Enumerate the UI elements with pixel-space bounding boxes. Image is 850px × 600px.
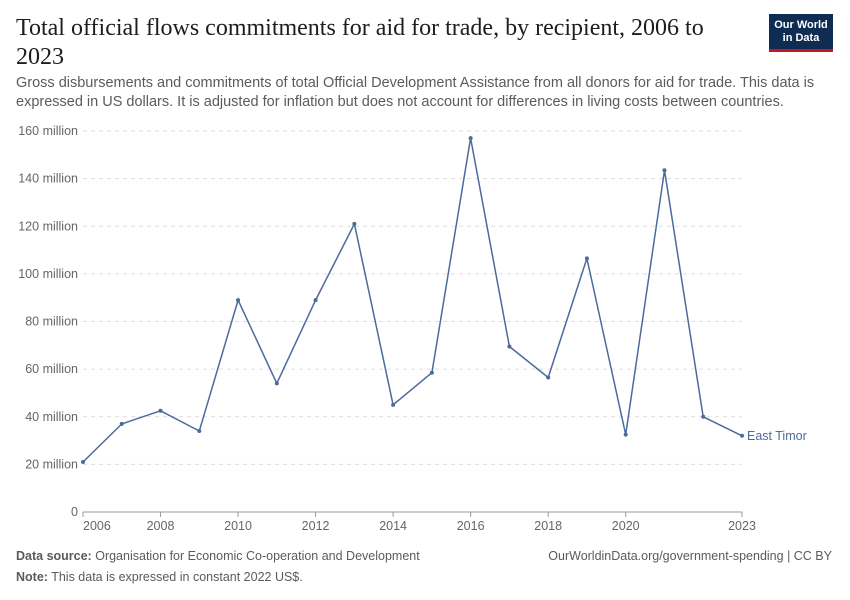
data-point[interactable] [313,298,318,303]
x-tick-label: 2018 [534,519,562,533]
y-tick-label: 0 [71,505,78,519]
data-point[interactable] [507,344,512,349]
data-source: Data source: Organisation for Economic C… [16,548,420,564]
license-link[interactable]: OurWorldinData.org/government-spending |… [548,549,832,563]
data-point[interactable] [468,136,473,141]
x-axis: 2006 2008 2010 2012 2014 2016 2018 2020 2023 [82,511,756,533]
chart-title: Total official flows commitments for aid… [16,15,704,70]
chart-note: Note: This data is expressed in constant… [16,569,303,585]
data-point[interactable] [740,433,744,438]
data-point[interactable] [429,370,434,375]
series-line-east-timor[interactable] [82,137,743,463]
y-tick-label: 80 million [25,315,78,329]
data-point[interactable] [197,429,202,434]
series-label[interactable]: East Timor [747,429,807,443]
data-point[interactable] [81,459,85,464]
y-tick-label: 40 million [25,410,78,424]
data-source-label: Data source: [16,549,92,563]
data-point[interactable] [662,168,667,173]
x-tick-label: 2020 [612,519,640,533]
logo-line-2: in Data [782,32,820,44]
owid-logo[interactable]: Our World in Data [769,14,833,52]
data-point[interactable] [119,421,124,426]
y-tick-label: 60 million [25,362,78,376]
y-tick-label: 160 million [18,124,78,138]
logo-line-1: Our World [774,19,828,31]
chart-subtitle: Gross disbursements and commitments of t… [16,75,815,110]
data-point[interactable] [352,221,357,226]
x-tick-label: 2014 [379,519,407,533]
series-layer: East Timor [81,136,807,464]
gridlines [83,130,742,465]
y-axis-tick-labels: 0 20 million 40 million 60 million 80 millio… [18,124,78,519]
x-tick-label: 2023 [728,519,756,533]
note-text: This data is expressed in constant 2022 … [51,570,303,584]
x-tick-label: 2008 [147,519,175,533]
data-point[interactable] [546,375,551,380]
x-tick-label: 2016 [457,519,485,533]
x-tick-label: 2006 [83,519,111,533]
x-tick-label: 2012 [302,519,330,533]
data-point[interactable] [236,298,241,303]
note-label: Note: [16,570,48,584]
data-point[interactable] [701,414,706,419]
x-tick-label: 2010 [224,519,252,533]
data-point[interactable] [158,408,163,413]
data-point[interactable] [274,381,279,386]
data-point[interactable] [623,432,628,437]
y-tick-label: 120 million [18,219,78,233]
y-tick-label: 100 million [18,267,78,281]
data-source-text[interactable]: Organisation for Economic Co-operation a… [95,549,420,563]
y-tick-label: 20 million [25,457,78,471]
y-tick-label: 140 million [18,172,78,186]
data-point[interactable] [584,256,589,261]
data-point[interactable] [391,402,396,407]
